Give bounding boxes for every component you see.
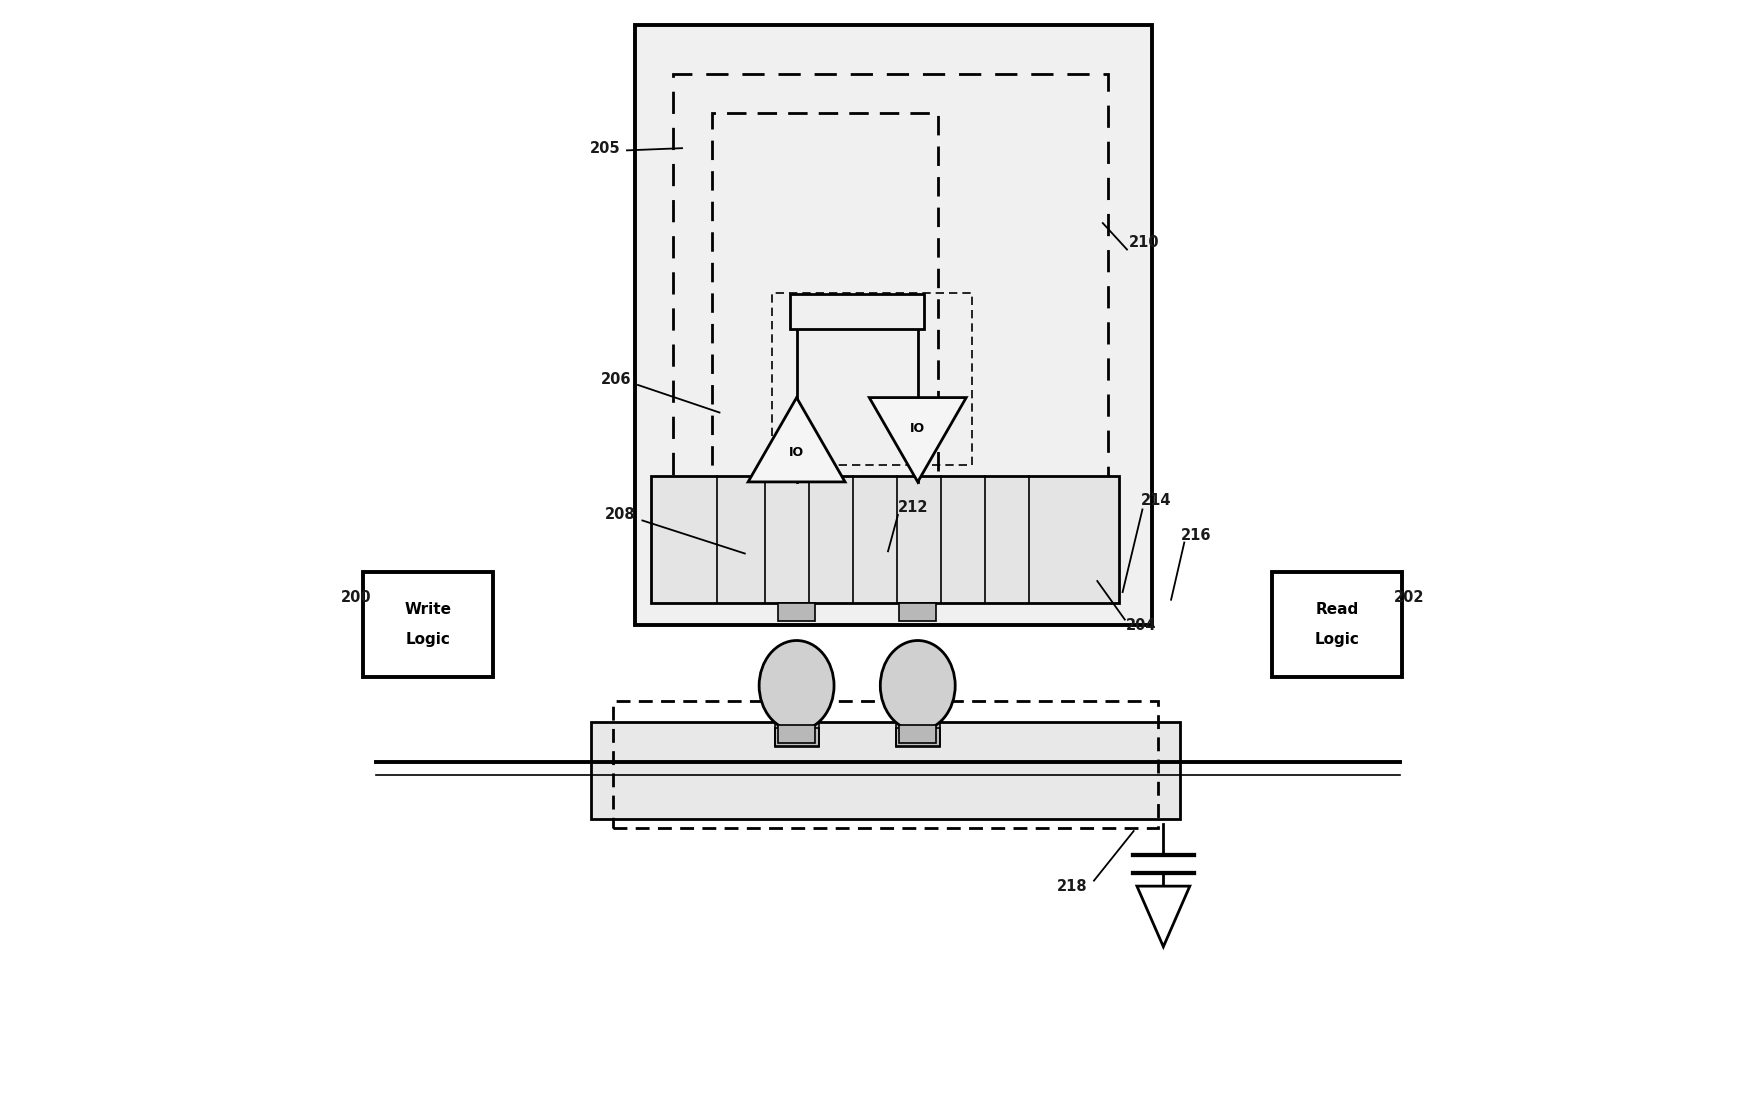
- Bar: [898, 603, 937, 621]
- Text: 200: 200: [340, 590, 370, 606]
- Text: 204: 204: [1125, 618, 1155, 632]
- Text: Logic: Logic: [1314, 632, 1358, 648]
- Bar: [612, 701, 1157, 828]
- Text: IO: IO: [789, 446, 804, 459]
- Ellipse shape: [880, 641, 954, 731]
- Bar: [894, 722, 938, 746]
- Text: Logic: Logic: [406, 632, 450, 648]
- Text: Write: Write: [404, 601, 452, 617]
- Polygon shape: [748, 397, 845, 482]
- Text: 205: 205: [589, 141, 619, 156]
- Bar: [894, 727, 938, 747]
- Bar: [591, 722, 1178, 819]
- Text: IO: IO: [910, 422, 924, 435]
- Polygon shape: [1136, 886, 1189, 946]
- Bar: [773, 293, 972, 465]
- Text: 212: 212: [898, 499, 928, 515]
- Bar: [774, 727, 818, 747]
- Bar: [1272, 572, 1402, 676]
- Text: 214: 214: [1140, 493, 1170, 508]
- Text: 216: 216: [1180, 528, 1210, 544]
- Text: 206: 206: [600, 372, 632, 387]
- Bar: [778, 725, 815, 743]
- Bar: [362, 572, 492, 676]
- Bar: [790, 294, 924, 329]
- Text: 210: 210: [1129, 236, 1159, 250]
- Bar: [651, 476, 1118, 603]
- Text: 218: 218: [1057, 879, 1087, 893]
- Bar: [711, 113, 937, 520]
- Text: 202: 202: [1394, 590, 1424, 606]
- Bar: [672, 74, 1108, 559]
- Bar: [778, 603, 815, 621]
- Text: Read: Read: [1314, 601, 1358, 617]
- Bar: [898, 725, 937, 743]
- Polygon shape: [870, 397, 965, 482]
- Ellipse shape: [759, 641, 834, 731]
- Bar: [635, 24, 1152, 625]
- Bar: [774, 722, 818, 746]
- Text: 208: 208: [605, 507, 635, 523]
